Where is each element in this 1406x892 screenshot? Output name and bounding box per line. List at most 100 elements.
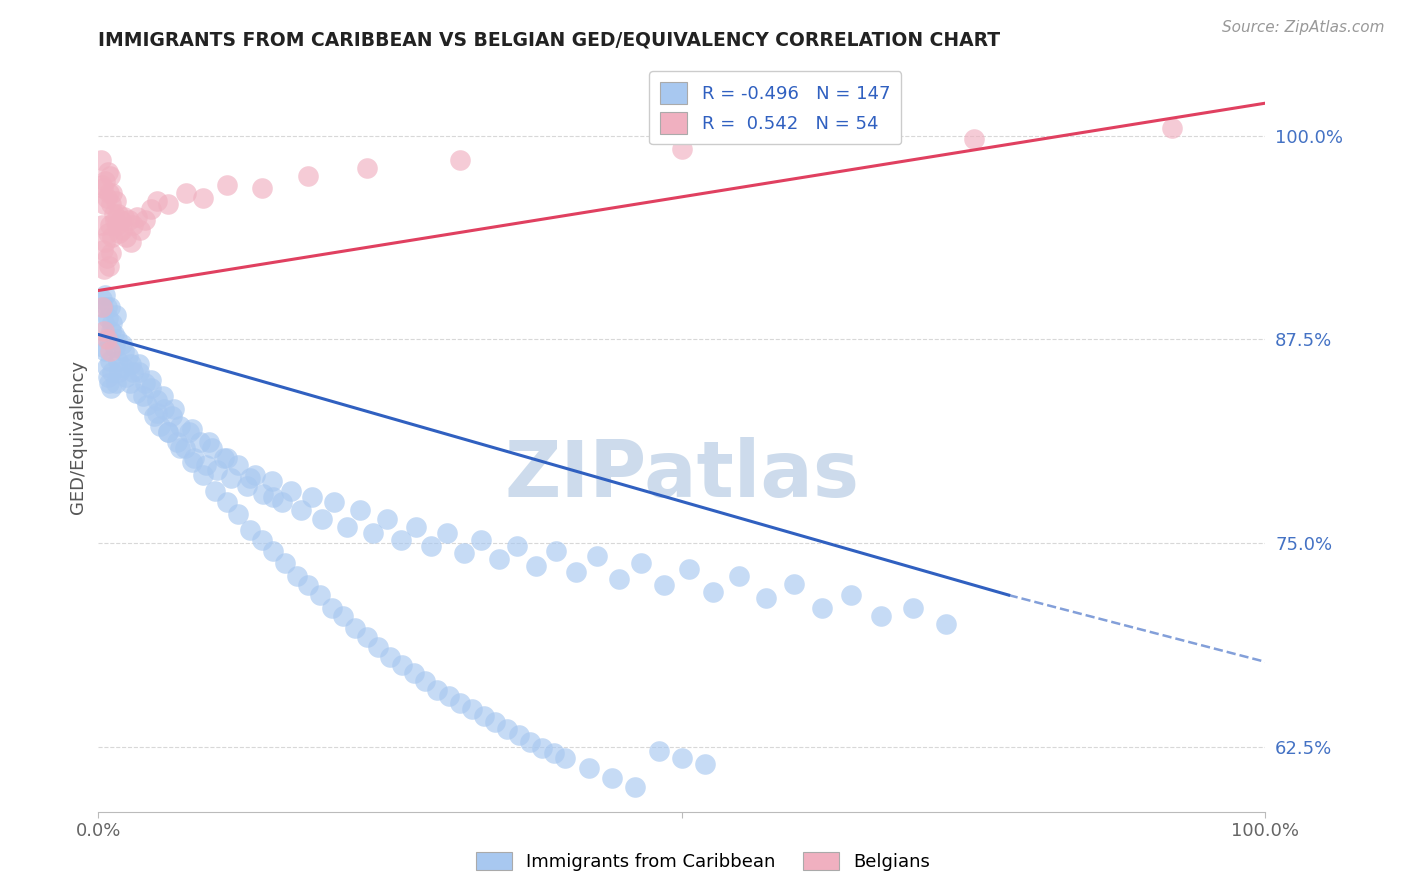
Point — [169, 442, 191, 456]
Point — [564, 566, 586, 580]
Point — [323, 495, 346, 509]
Point — [115, 369, 138, 384]
Point — [169, 418, 191, 433]
Point — [128, 357, 150, 371]
Point — [136, 397, 159, 411]
Point — [152, 389, 174, 403]
Point — [426, 682, 449, 697]
Point — [839, 588, 862, 602]
Point — [543, 746, 565, 760]
Point — [389, 533, 412, 547]
Point — [671, 751, 693, 765]
Point — [111, 223, 134, 237]
Point — [544, 544, 567, 558]
Point — [508, 728, 530, 742]
Point — [194, 458, 217, 472]
Point — [180, 422, 202, 436]
Point — [100, 324, 122, 338]
Point — [402, 666, 425, 681]
Point — [105, 219, 128, 233]
Point — [111, 359, 134, 374]
Point — [96, 332, 118, 346]
Point — [120, 235, 142, 249]
Point — [132, 389, 155, 403]
Point — [180, 454, 202, 468]
Point — [344, 621, 367, 635]
Point — [811, 601, 834, 615]
Point — [160, 409, 183, 423]
Point — [91, 341, 114, 355]
Point — [530, 741, 553, 756]
Point — [183, 451, 205, 466]
Point — [728, 568, 751, 582]
Point — [120, 357, 142, 371]
Point — [1161, 120, 1184, 135]
Point — [420, 539, 443, 553]
Point — [100, 246, 122, 260]
Point — [107, 207, 129, 221]
Point — [367, 640, 389, 655]
Point — [146, 392, 169, 407]
Point — [201, 442, 224, 456]
Point — [90, 219, 112, 233]
Point — [166, 434, 188, 449]
Point — [98, 300, 121, 314]
Point — [139, 373, 162, 387]
Point — [163, 402, 186, 417]
Point — [101, 186, 124, 200]
Point — [578, 761, 600, 775]
Point — [118, 376, 141, 391]
Point — [262, 491, 284, 505]
Point — [93, 316, 115, 330]
Point — [143, 409, 166, 423]
Point — [484, 715, 506, 730]
Point — [207, 463, 229, 477]
Point — [173, 442, 195, 456]
Point — [252, 487, 274, 501]
Point — [519, 734, 541, 748]
Legend: R = -0.496   N = 147, R =  0.542   N = 54: R = -0.496 N = 147, R = 0.542 N = 54 — [650, 71, 901, 145]
Point — [125, 386, 148, 401]
Point — [103, 327, 125, 342]
Point — [962, 132, 984, 146]
Point — [250, 533, 273, 547]
Point — [93, 197, 115, 211]
Point — [600, 771, 623, 785]
Point — [215, 178, 238, 192]
Point — [122, 365, 145, 379]
Point — [671, 142, 693, 156]
Point — [101, 316, 124, 330]
Point — [356, 161, 378, 176]
Point — [146, 406, 169, 420]
Point — [94, 174, 117, 188]
Point — [239, 471, 262, 485]
Point — [235, 479, 257, 493]
Point — [105, 332, 128, 346]
Point — [90, 153, 112, 168]
Point — [262, 544, 284, 558]
Point — [91, 300, 114, 314]
Point — [297, 169, 319, 184]
Point — [935, 617, 957, 632]
Point — [97, 164, 120, 178]
Point — [624, 780, 647, 795]
Point — [301, 491, 323, 505]
Point — [97, 376, 120, 391]
Point — [336, 519, 359, 533]
Point — [104, 194, 127, 208]
Point — [91, 181, 114, 195]
Point — [128, 365, 150, 379]
Point — [90, 292, 112, 306]
Point — [380, 650, 402, 665]
Point — [91, 243, 114, 257]
Point — [461, 702, 484, 716]
Point — [118, 213, 141, 227]
Point — [129, 223, 152, 237]
Point — [228, 458, 250, 472]
Point — [100, 381, 122, 395]
Point — [97, 311, 120, 326]
Point — [90, 178, 112, 192]
Point — [139, 202, 162, 216]
Point — [179, 425, 201, 440]
Point — [270, 495, 292, 509]
